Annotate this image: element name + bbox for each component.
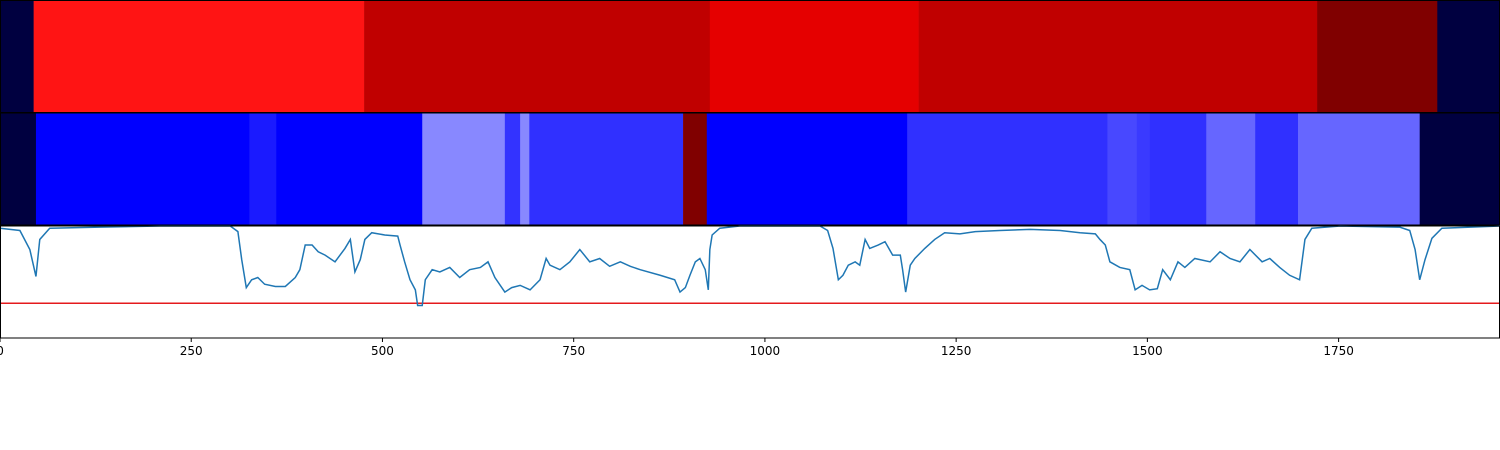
segment [422,113,506,225]
segment [35,113,250,225]
segment [1298,113,1420,225]
segment [1149,113,1207,225]
panel-frame [0,225,1500,339]
segment [1107,113,1137,225]
segment [364,0,711,113]
segment [918,0,1318,113]
segment [520,113,530,225]
x-tick-label: 1250 [941,344,972,358]
segment [1255,113,1299,225]
segment [683,113,708,225]
segment [0,113,37,225]
x-tick-label: 250 [180,344,203,358]
x-tick-label: 750 [562,344,585,358]
segment [249,113,277,225]
x-tick-label: 1500 [1132,344,1163,358]
segment [33,0,365,113]
segment [709,0,919,113]
segment [706,113,908,225]
segment [529,113,684,225]
segment [1419,113,1500,225]
x-tick-label: 1750 [1323,344,1354,358]
segment [504,113,521,225]
x-tick-label: 0 [0,344,4,358]
segment [1206,113,1256,225]
segment [907,113,1108,225]
segment [1437,0,1500,113]
segment [1136,113,1150,225]
segment [276,113,423,225]
segment [0,0,34,113]
x-tick-label: 500 [371,344,394,358]
x-tick-label: 1000 [750,344,781,358]
segment [1317,0,1438,113]
data-line [0,225,1500,307]
